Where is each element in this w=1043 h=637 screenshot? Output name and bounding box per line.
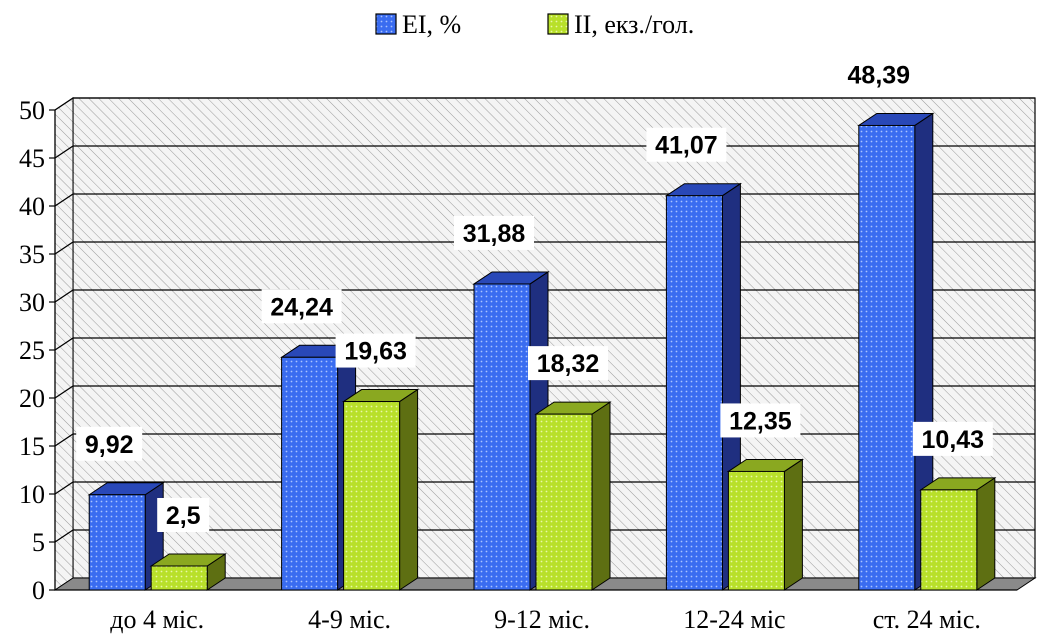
svg-text:19,63: 19,63 — [344, 338, 407, 366]
bar-ii-1 — [341, 388, 420, 591]
legend-label-ei: EI, % — [402, 10, 461, 39]
gridline — [54, 97, 1035, 111]
bar-ii-3 — [726, 458, 805, 591]
legend: EI, % II, екз./гол. — [375, 10, 694, 39]
bars — [87, 112, 997, 591]
y-tick-label: 45 — [19, 144, 45, 173]
svg-text:41,07: 41,07 — [655, 132, 718, 160]
svg-text:10,43: 10,43 — [922, 426, 985, 454]
y-tick-label: 0 — [32, 576, 45, 605]
svg-text:18,32: 18,32 — [537, 350, 600, 378]
svg-text:31,88: 31,88 — [463, 220, 526, 248]
data-label-ii-0: 2,5 — [157, 498, 210, 532]
x-category-label: 12-24 міс — [683, 605, 785, 634]
y-tick-label: 30 — [19, 288, 45, 317]
x-axis-labels: до 4 міс. 4-9 міс. 9-12 міс. 12-24 міс ст. 2… — [110, 605, 981, 634]
data-label-ii-4: 10,43 — [912, 421, 993, 456]
y-tick-label: 25 — [19, 336, 45, 365]
legend-swatch-ii — [547, 13, 569, 35]
y-tick-label: 15 — [19, 432, 45, 461]
x-category-label: 9-12 міс. — [494, 605, 590, 634]
bar-ii-4 — [919, 476, 997, 591]
x-category-label: ст. 24 міс. — [873, 605, 981, 634]
data-label-ii-1: 19,63 — [335, 333, 416, 368]
svg-text:48,39: 48,39 — [848, 61, 911, 89]
y-tick-label: 50 — [19, 96, 45, 125]
data-label-ei-1: 24,24 — [261, 289, 342, 324]
data-label-ei-0: 9,92 — [76, 426, 143, 461]
svg-text:9,92: 9,92 — [85, 431, 134, 459]
data-label-ii-2: 18,32 — [528, 346, 608, 381]
legend-swatch-ei — [375, 13, 397, 35]
y-axis: 0 5 10 15 20 25 30 35 40 45 50 — [19, 96, 1017, 605]
data-label-ei-3: 41,07 — [646, 127, 727, 162]
y-tick-label: 40 — [19, 192, 45, 221]
data-label-ei-2: 31,88 — [454, 215, 534, 250]
data-labels: 9,92 2,5 24,24 19,63 31,88 18,32 41,07 12,35 48,… — [76, 57, 993, 532]
bar-ei-4 — [857, 112, 935, 591]
x-category-label: до 4 міс. — [110, 605, 204, 634]
y-tick-label: 35 — [19, 240, 45, 269]
bar-ii-2 — [534, 401, 612, 591]
data-label-ei-4: 48,39 — [838, 57, 919, 92]
y-tick-label: 20 — [19, 384, 45, 413]
svg-text:12,35: 12,35 — [729, 407, 792, 435]
data-label-ii-3: 12,35 — [720, 403, 801, 438]
y-tick-label: 10 — [19, 480, 45, 509]
svg-text:24,24: 24,24 — [270, 293, 333, 321]
bar-ii-0 — [149, 553, 227, 591]
legend-label-ii: II, екз./гол. — [574, 10, 694, 39]
svg-text:2,5: 2,5 — [166, 502, 201, 530]
y-tick-label: 5 — [32, 528, 45, 557]
x-category-label: 4-9 міс. — [308, 605, 391, 634]
